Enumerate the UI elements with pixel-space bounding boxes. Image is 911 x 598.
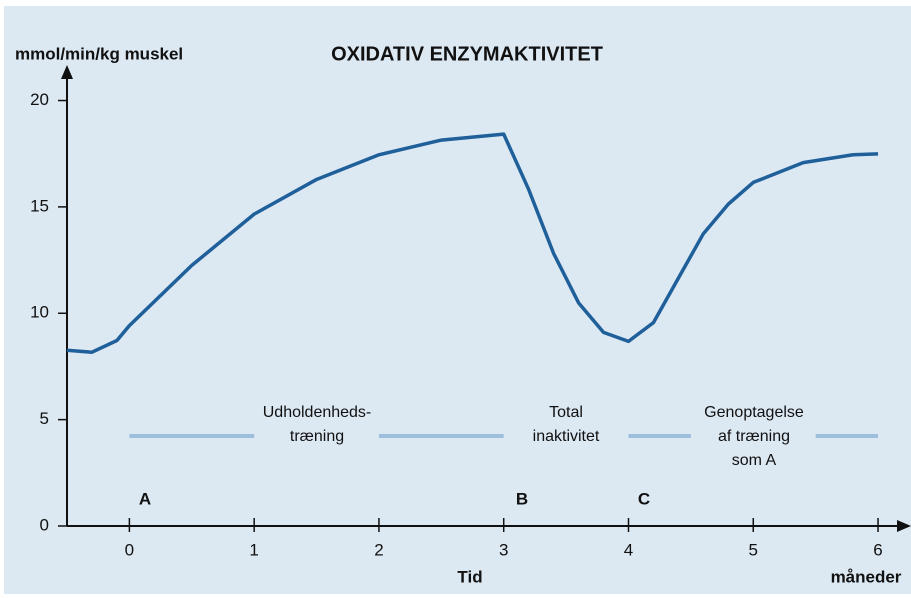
x-tick-label: 5	[749, 540, 758, 559]
phase-marker: A	[139, 489, 151, 508]
x-tick-label: 6	[873, 540, 882, 559]
phase-marker: C	[638, 489, 650, 508]
data-line	[66, 132, 879, 354]
x-axis-label: Tid	[457, 567, 482, 586]
y-axis-arrow	[61, 65, 73, 79]
x-axis-arrow	[897, 520, 911, 532]
x-tick-label: 3	[499, 540, 508, 559]
x-axis-unit: måneder	[831, 567, 902, 586]
phase-label: som A	[732, 452, 777, 469]
y-tick-label: 0	[40, 515, 49, 534]
phase-label: af træning	[718, 428, 790, 445]
phase-label: træning	[290, 428, 344, 445]
x-tick-label: 1	[249, 540, 258, 559]
y-tick-label: 5	[40, 409, 49, 428]
y-tick-label: 20	[30, 90, 49, 109]
phase-label: Total	[549, 404, 583, 421]
chart-title: OXIDATIV ENZYMAKTIVITET	[331, 43, 603, 65]
y-tick-label: 10	[30, 303, 49, 322]
phase-label: inaktivitet	[533, 428, 600, 445]
x-tick-label: 2	[374, 540, 383, 559]
phase-label: Genoptagelse	[704, 404, 804, 421]
x-tick-label: 4	[624, 540, 633, 559]
x-tick-label: 0	[125, 540, 134, 559]
phase-label: Udholdenheds-	[263, 404, 372, 421]
y-tick-label: 15	[30, 196, 49, 215]
phase-marker: B	[516, 489, 528, 508]
y-axis-label: mmol/min/kg muskel	[15, 44, 183, 63]
